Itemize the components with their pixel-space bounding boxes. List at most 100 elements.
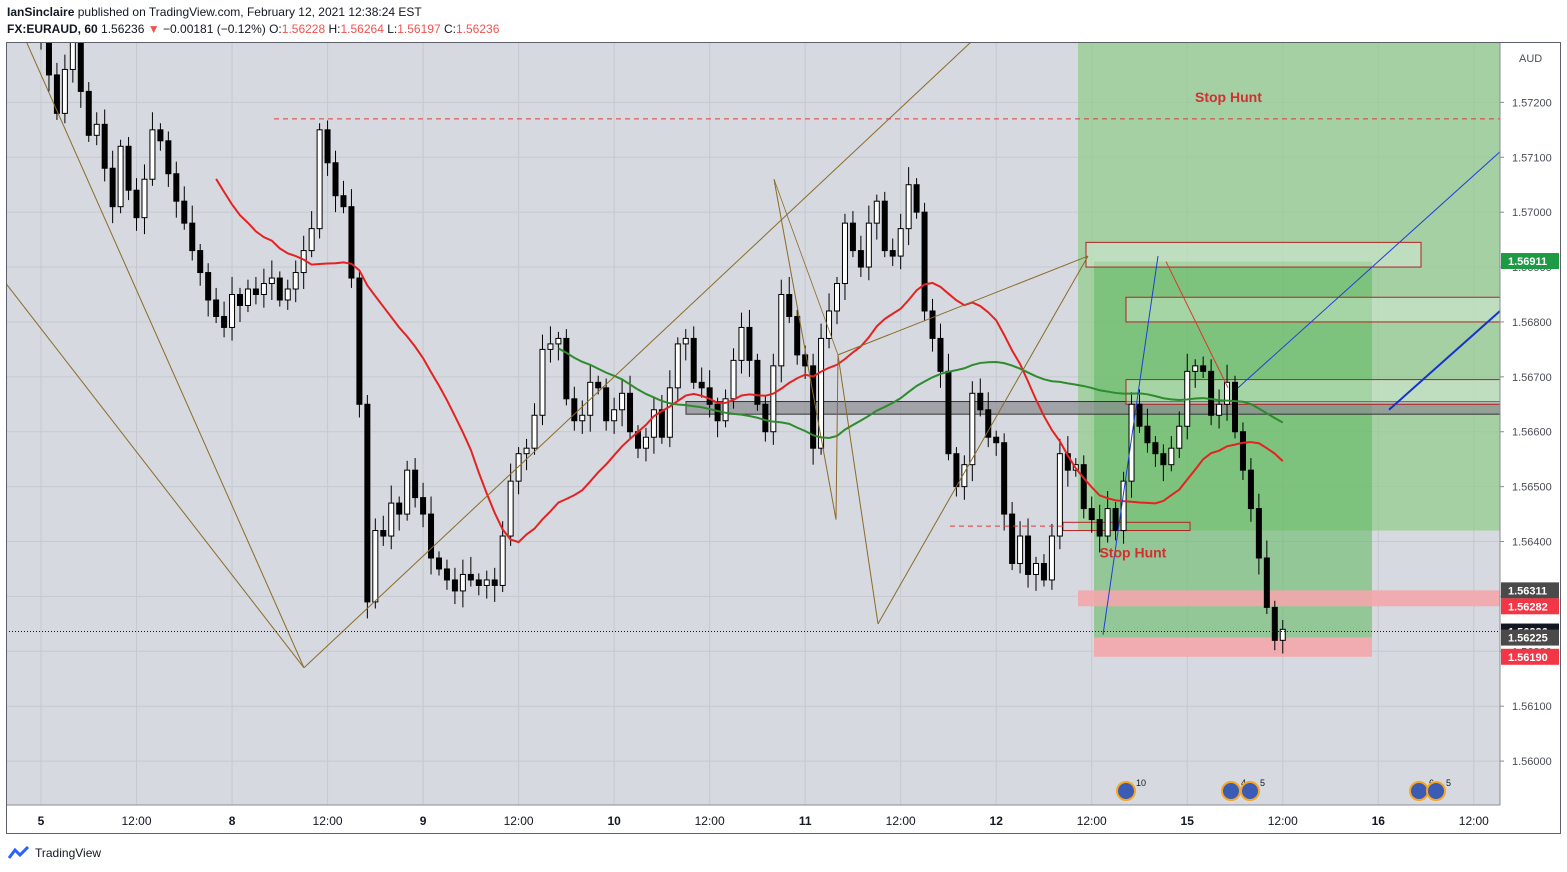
candle-body: [61, 68, 68, 114]
candle-body: [1239, 431, 1246, 471]
candle-body: [316, 129, 323, 230]
candle-body: [141, 178, 148, 219]
open-value: 1.56228: [281, 22, 326, 36]
candle-body: [412, 469, 419, 499]
candle-body: [873, 200, 880, 224]
candle-body: [841, 222, 848, 285]
candle-body: [85, 90, 92, 136]
price-tick-label: 1.57200: [1512, 97, 1552, 109]
price-tick-label: 1.56100: [1512, 701, 1552, 713]
candle-body: [969, 392, 976, 466]
price-tag-label: 1.56911: [1508, 256, 1547, 268]
price-tick-label: 1.56800: [1512, 317, 1552, 329]
candle-body: [475, 579, 482, 586]
candle-body: [1136, 403, 1143, 427]
candle-body: [292, 272, 299, 290]
candle-body: [388, 502, 395, 537]
tradingview-logo-icon: [8, 846, 30, 859]
pattern-leg-hidden: [25, 42, 305, 668]
candle-body: [1208, 370, 1215, 416]
price-tick-label: 1.56700: [1512, 372, 1552, 384]
pattern-leg: [835, 354, 839, 520]
candle-body: [1200, 365, 1207, 372]
footer-brand: TradingView: [8, 846, 101, 860]
candle-body: [1232, 381, 1238, 433]
candle-body: [722, 398, 729, 422]
time-axis[interactable]: 5 12:00 8 12:00 9 12:00 10 12:00 11 12:00 12 12:00 1…: [38, 814, 1489, 828]
candle-body: [539, 348, 546, 416]
candle-body: [698, 381, 705, 389]
symbol-label: FX:EURAUD, 60: [7, 22, 98, 36]
order-block: [1085, 241, 1422, 268]
price-tick-label: 1.57100: [1512, 152, 1552, 164]
time-tick-label: 9: [420, 814, 427, 828]
candle-body: [324, 129, 331, 164]
candle-body: [603, 387, 610, 422]
candle-body: [459, 573, 466, 592]
annotation-label: Stop Hunt: [1195, 89, 1262, 105]
candle-body: [706, 387, 713, 405]
candle-body: [1001, 442, 1008, 515]
candle-body: [1279, 628, 1286, 641]
candle-body: [181, 200, 188, 224]
candle-body: [937, 337, 944, 372]
candle-body: [802, 354, 809, 367]
candle-body: [260, 283, 267, 296]
down-arrow-icon: ▼: [147, 22, 160, 36]
candle-body: [340, 195, 347, 208]
candle-body: [1176, 425, 1183, 449]
candle-body: [650, 409, 657, 438]
candle-body: [531, 414, 538, 449]
candle-body: [348, 206, 355, 279]
candle-body: [372, 530, 379, 603]
candle-body: [77, 42, 84, 92]
candle-body: [197, 250, 204, 274]
candle-body: [221, 315, 228, 328]
price-axis[interactable]: 1.572001.571001.570001.569001.568001.567…: [1500, 97, 1559, 768]
candle-body: [762, 403, 769, 433]
candle-body: [1112, 508, 1119, 532]
candle-body: [237, 294, 243, 306]
target-zone: [1094, 261, 1372, 638]
price-tag: [1501, 648, 1559, 665]
projection-down: [1165, 261, 1229, 389]
candle-body: [380, 530, 387, 537]
time-tick-label: 12: [990, 814, 1004, 828]
open-label: O:: [269, 22, 282, 36]
event-flag-count: 5: [1260, 778, 1265, 788]
price-tag-label: 1.56225: [1508, 633, 1548, 645]
candle-body: [770, 365, 777, 433]
pattern-leg: [877, 255, 1089, 625]
candle-body: [1160, 453, 1167, 466]
candle-body: [125, 145, 132, 191]
candle-body: [1255, 508, 1262, 559]
candle-body: [555, 337, 562, 345]
pattern-leg: [773, 179, 837, 520]
candle-body: [1263, 557, 1270, 608]
candle-body: [579, 414, 586, 422]
candle-body: [356, 277, 363, 405]
candle-body: [93, 123, 100, 136]
candle-body: [1192, 365, 1199, 372]
candle-body: [1216, 403, 1223, 416]
time-tick-label: 12:00: [886, 814, 916, 828]
low-label: L:: [387, 22, 398, 36]
pattern-leg: [773, 179, 839, 356]
price-tick-label: 1.56500: [1512, 482, 1552, 494]
candle-body: [332, 162, 339, 197]
candle-body: [205, 272, 212, 301]
candle-body: [523, 447, 530, 455]
candle-body: [1056, 453, 1063, 537]
candle-body: [1033, 562, 1039, 575]
candle-body: [794, 315, 801, 356]
candle-body: [101, 123, 108, 169]
candle-body: [157, 129, 164, 142]
candle-body: [443, 568, 450, 581]
candle-body: [69, 42, 76, 70]
candle-body: [563, 337, 570, 400]
price-tick-label: 1.56400: [1512, 537, 1552, 549]
candle-body: [109, 167, 116, 208]
candle-body: [1247, 469, 1254, 510]
time-tick-label: 12:00: [1268, 814, 1298, 828]
